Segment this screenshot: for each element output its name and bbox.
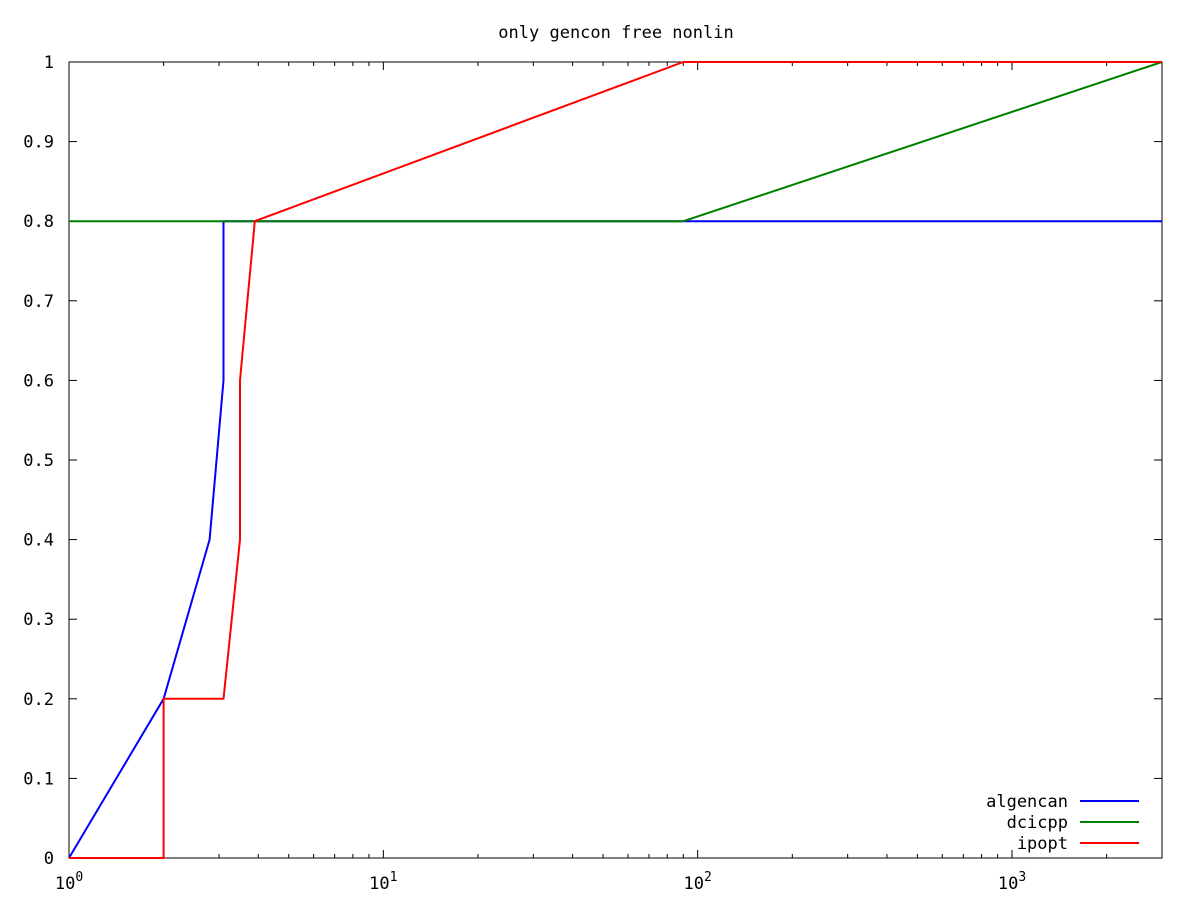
x-tick-label-exponent: 3 [1018,870,1026,885]
x-tick-label-base: 10 [998,874,1018,894]
y-tick-label: 0.9 [23,133,54,153]
y-tick-label: 0.1 [23,769,54,789]
legend-label-algencan: algencan [986,792,1068,812]
x-tick-label: 103 [998,870,1026,894]
y-tick-label: 0 [44,849,54,869]
series-line-dcicpp [69,61,1163,223]
x-tick-label-base: 10 [55,874,75,894]
series-lines [68,61,1163,859]
series-line-ipopt [69,61,1162,859]
x-tick-label-base: 10 [684,874,704,894]
x-tick-label-exponent: 0 [75,870,83,885]
legend-label-ipopt: ipopt [1017,834,1068,854]
x-tick-label: 100 [55,870,83,894]
x-tick-label-exponent: 2 [704,870,712,885]
y-tick-label: 0.4 [23,531,54,551]
y-tick-label: 0.8 [23,212,54,232]
y-tick-label: 0.7 [23,292,54,312]
y-tick-label: 0.6 [23,371,54,391]
x-tick-label: 102 [684,870,712,894]
y-tick-label: 0.2 [23,690,54,710]
chart-title: only gencon free nonlin [498,23,733,43]
y-tick-label: 0.3 [23,610,54,630]
legend-label-dcicpp: dcicpp [1007,813,1068,833]
x-tick-label: 101 [369,870,397,894]
x-tick-label-exponent: 1 [390,870,398,885]
y-tick-label: 1 [44,53,54,73]
series-line-algencan [68,220,1162,859]
plot-frame [68,61,1163,859]
x-tick-label-base: 10 [369,874,389,894]
y-tick-label: 0.5 [23,451,54,471]
